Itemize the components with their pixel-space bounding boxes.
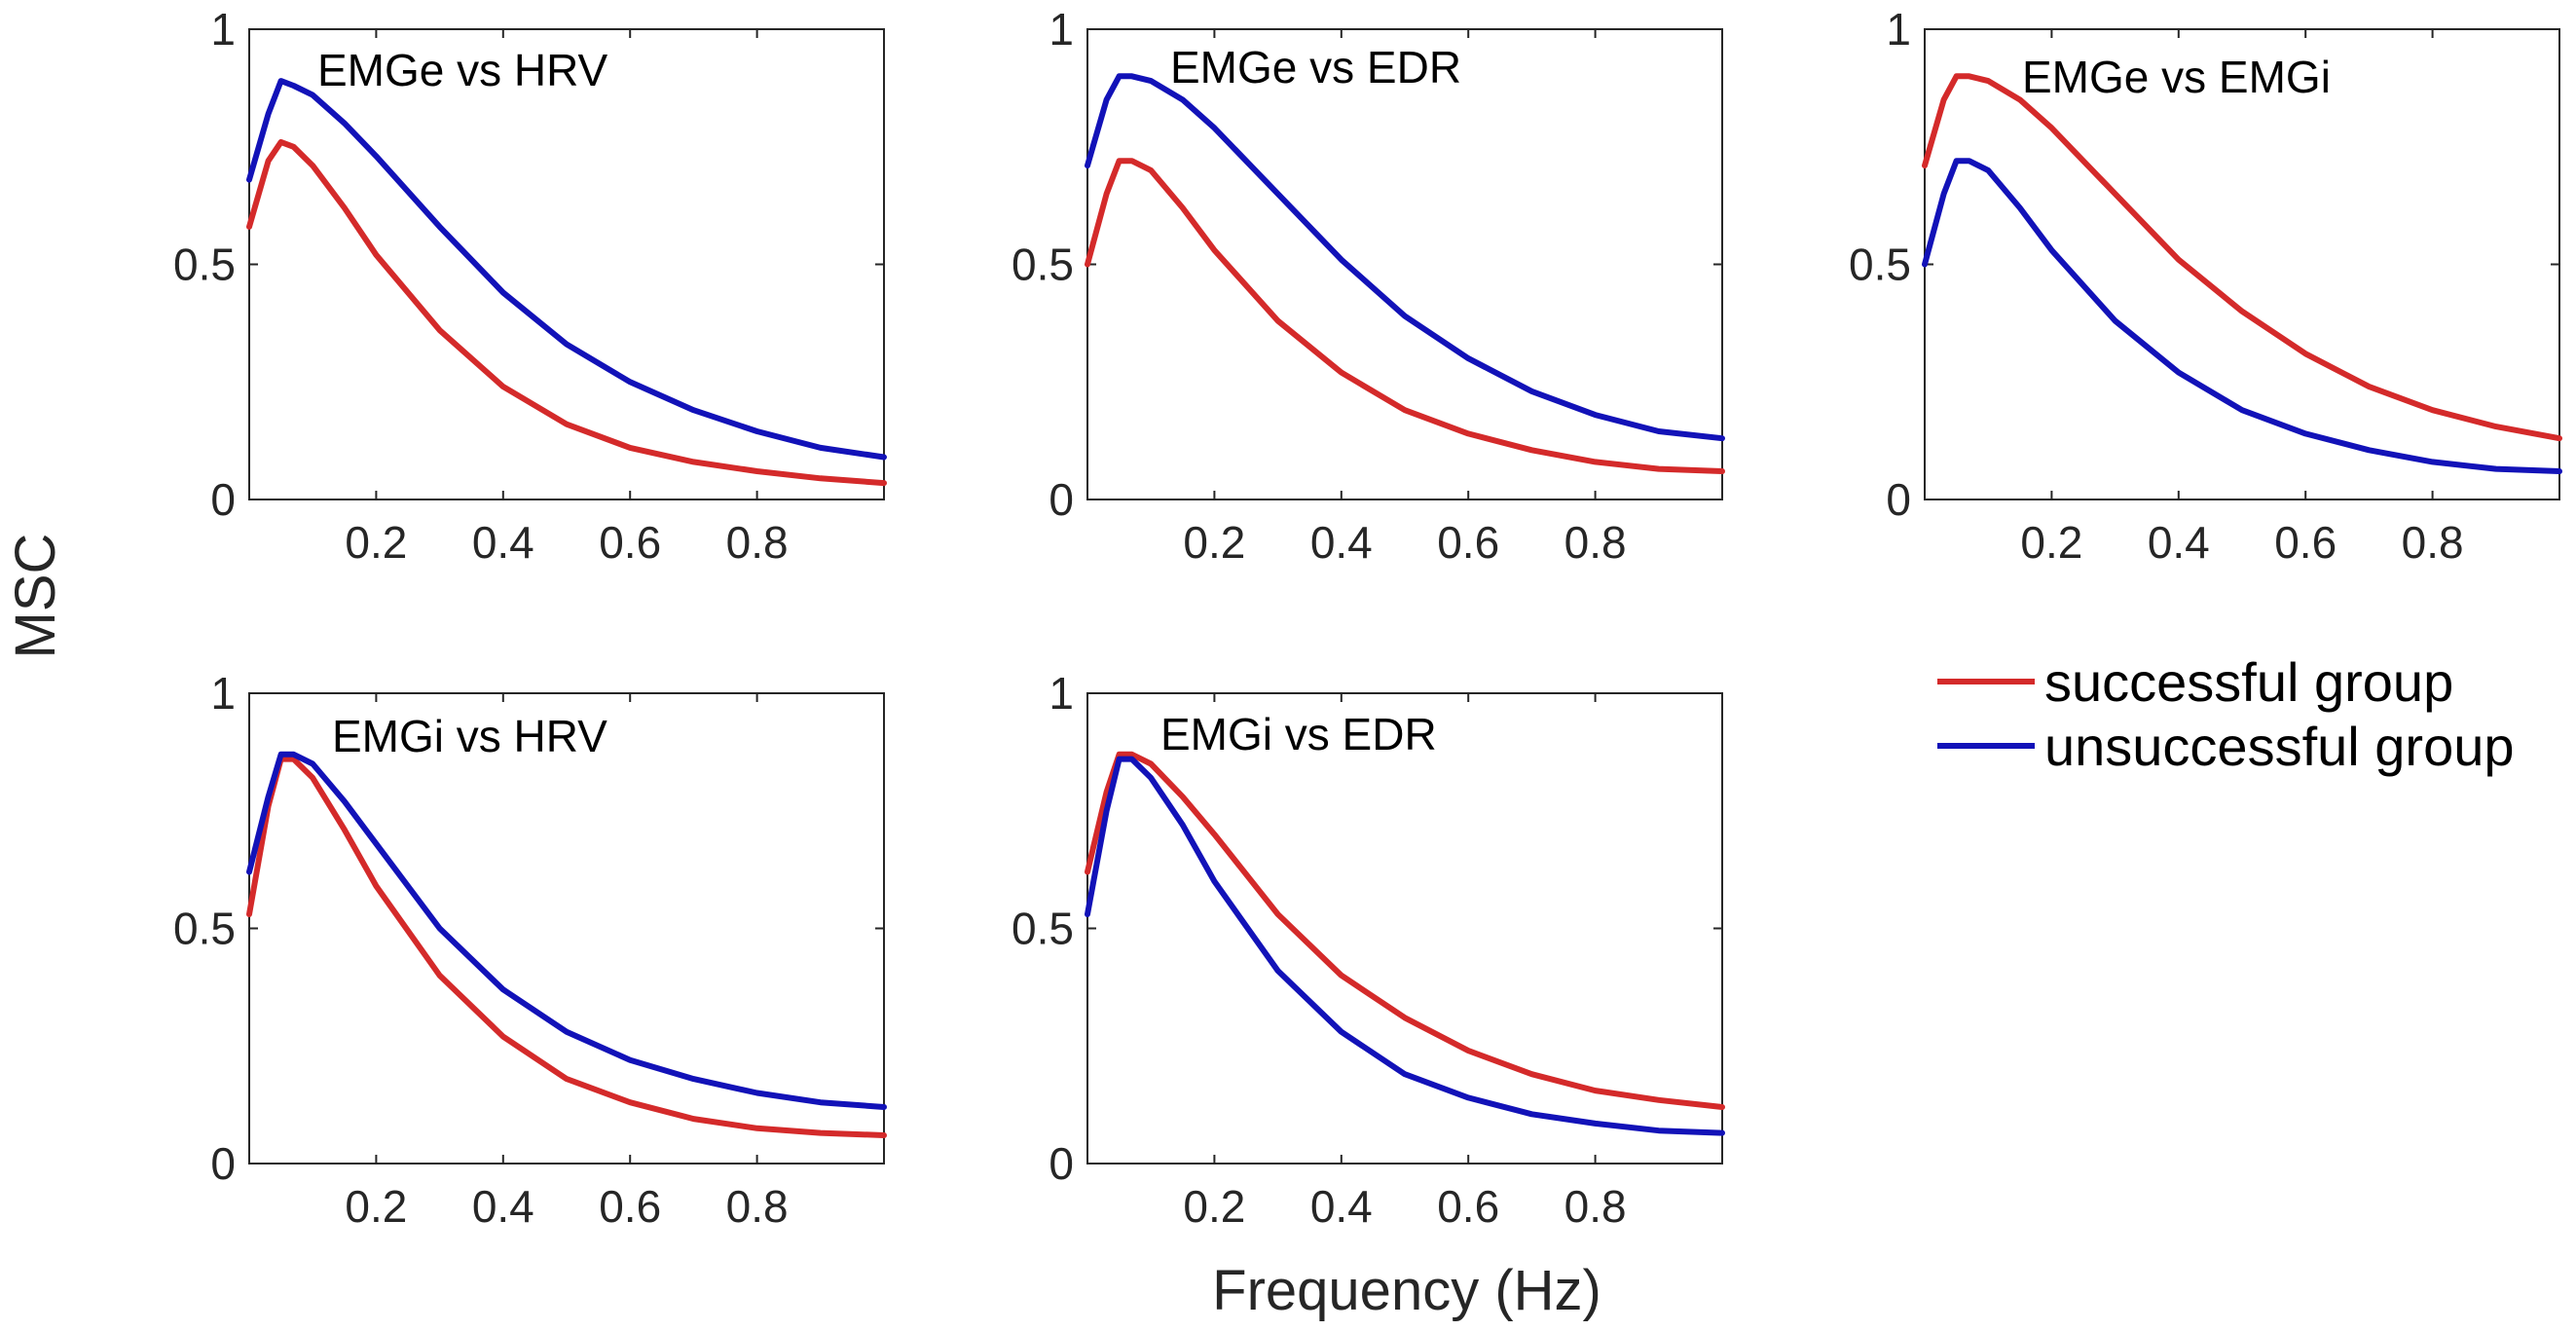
series-line-successful-group bbox=[1922, 73, 2562, 442]
series-line-successful-group bbox=[1085, 751, 1725, 1110]
panel-title: EMGi vs HRV bbox=[332, 711, 607, 761]
x-tick-label: 0.2 bbox=[2020, 517, 2082, 568]
series-line-unsuccessful-group bbox=[246, 751, 887, 1110]
x-axis-title: Frequency (Hz) bbox=[1212, 1259, 1601, 1322]
y-tick-label: 0.5 bbox=[1012, 240, 1074, 290]
y-tick-label: 0 bbox=[1049, 1138, 1074, 1189]
x-tick-label: 0.4 bbox=[2148, 517, 2210, 568]
x-tick-label: 0.4 bbox=[1310, 1181, 1373, 1232]
x-tick-label: 0.4 bbox=[472, 517, 534, 568]
legend-label: unsuccessful group bbox=[2044, 716, 2515, 777]
x-tick-label: 0.2 bbox=[1183, 1181, 1245, 1232]
x-tick-label: 0.6 bbox=[599, 517, 661, 568]
panel-5: 0.2 0.4 0.6 0.8 0 0.5 1 EMGi vs EDR bbox=[1012, 668, 1725, 1232]
y-tick-label: 0.5 bbox=[173, 904, 236, 954]
x-tick-label: 0.8 bbox=[1564, 517, 1627, 568]
panel-title: EMGe vs HRV bbox=[317, 45, 608, 95]
x-tick-label: 0.4 bbox=[1310, 517, 1373, 568]
x-tick-label: 0.8 bbox=[1564, 1181, 1627, 1232]
panel-title: EMGe vs EMGi bbox=[2022, 52, 2331, 102]
y-tick-label: 0 bbox=[1886, 474, 1911, 525]
axes-box bbox=[248, 692, 885, 1165]
x-tick-label: 0.2 bbox=[345, 1181, 407, 1232]
y-tick-label: 0 bbox=[210, 1138, 236, 1189]
panel-4: 0.2 0.4 0.6 0.8 0 0.5 1 EMGi vs HRV bbox=[173, 668, 887, 1232]
x-tick-label: 0.8 bbox=[726, 1181, 789, 1232]
y-tick-label: 0.5 bbox=[1849, 240, 1911, 290]
x-tick-label: 0.8 bbox=[726, 517, 789, 568]
y-tick-label: 1 bbox=[210, 668, 236, 719]
axes-box bbox=[248, 28, 885, 500]
series-line-successful-group bbox=[246, 756, 887, 1138]
y-tick-label: 0.5 bbox=[1012, 904, 1074, 954]
y-tick-label: 1 bbox=[1049, 668, 1074, 719]
panel-2: 0.2 0.4 0.6 0.8 0 0.5 1 EMGe vs EDR bbox=[1012, 4, 1725, 568]
x-tick-label: 0.6 bbox=[1437, 517, 1499, 568]
series-line-unsuccessful-group bbox=[1085, 756, 1725, 1136]
panel-title: EMGi vs EDR bbox=[1160, 709, 1437, 759]
legend-label: successful group bbox=[2044, 651, 2453, 713]
series-line-successful-group bbox=[246, 138, 887, 487]
series-line-successful-group bbox=[1085, 158, 1725, 474]
x-tick-label: 0.2 bbox=[1183, 517, 1245, 568]
x-tick-label: 0.8 bbox=[2402, 517, 2464, 568]
y-tick-label: 1 bbox=[1049, 4, 1074, 55]
series-line-unsuccessful-group bbox=[246, 78, 887, 461]
y-axis-title: MSC bbox=[4, 534, 67, 659]
panel-3: 0.2 0.4 0.6 0.8 0 0.5 1 EMGe vs EMGi bbox=[1849, 4, 2562, 568]
y-tick-label: 0 bbox=[1049, 474, 1074, 525]
y-tick-label: 0.5 bbox=[173, 240, 236, 290]
x-tick-label: 0.6 bbox=[599, 1181, 661, 1232]
y-tick-label: 1 bbox=[1886, 4, 1911, 55]
x-tick-label: 0.2 bbox=[345, 517, 407, 568]
series-line-unsuccessful-group bbox=[1922, 158, 2562, 474]
panel-title: EMGe vs EDR bbox=[1170, 42, 1461, 92]
x-tick-label: 0.4 bbox=[472, 1181, 534, 1232]
y-tick-label: 1 bbox=[210, 4, 236, 55]
x-tick-label: 0.6 bbox=[1437, 1181, 1499, 1232]
series-line-unsuccessful-group bbox=[1085, 73, 1725, 442]
panel-1: 0.2 0.4 0.6 0.8 0 0.5 1 EMGe vs HRV bbox=[173, 4, 887, 568]
y-tick-label: 0 bbox=[210, 474, 236, 525]
panels-group: 0.2 0.4 0.6 0.8 0 0.5 1 EMGe vs HRV 0.2 0.4 0.6 0.8… bbox=[173, 4, 2562, 1232]
x-tick-label: 0.6 bbox=[2274, 517, 2337, 568]
